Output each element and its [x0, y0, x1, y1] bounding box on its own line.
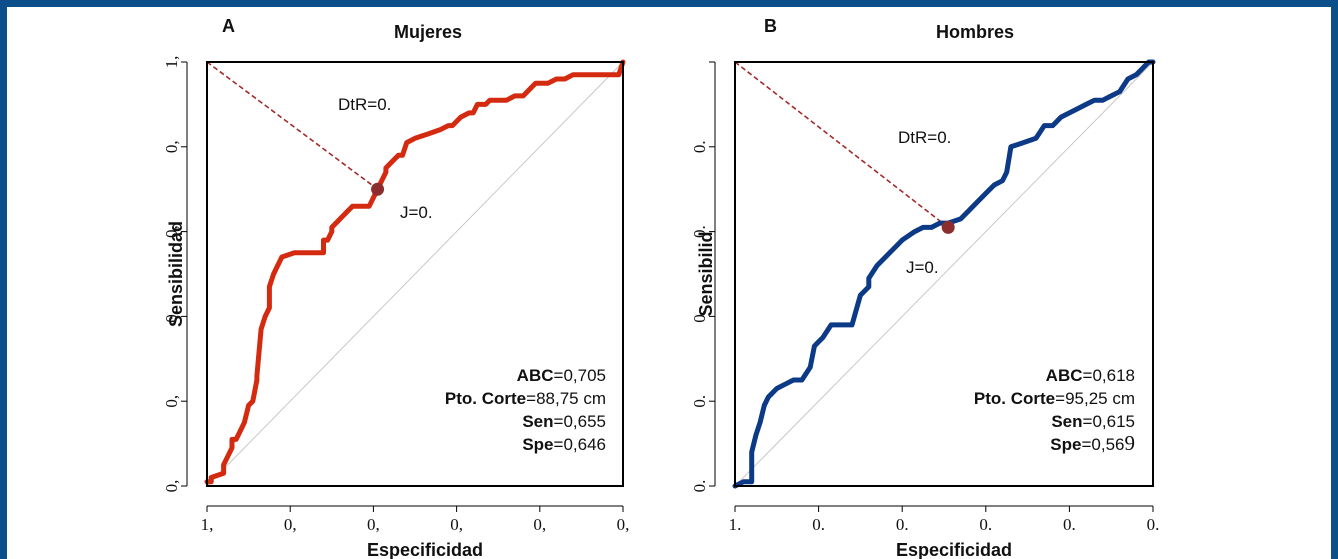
chart-title: Hombres — [936, 22, 1014, 42]
dtr-annotation: DtR=0. — [338, 95, 391, 114]
chance-diagonal — [206, 61, 624, 487]
optimal-cutoff-point — [941, 220, 955, 234]
stat-key: ABC — [1046, 366, 1083, 385]
y-axis-title: Sensibilidad — [166, 221, 186, 327]
dtr-annotation: DtR=0. — [898, 128, 951, 147]
stat-value: =95,25 cm — [1055, 389, 1135, 408]
stat-sen: Sen=0,655 — [522, 412, 606, 431]
y-tick-label: 0. — [690, 310, 709, 323]
right-frame-bar — [1331, 0, 1338, 559]
stat-pto-corte: Pto. Corte=95,25 cm — [974, 389, 1135, 408]
stat-key: Spe — [1050, 435, 1081, 454]
stat-value: =88,75 cm — [526, 389, 606, 408]
stat-value-suffix: 9 — [1125, 431, 1136, 455]
plot-frame — [206, 61, 624, 487]
x-tick-label: 0. — [979, 515, 992, 534]
panel-letter: B — [764, 16, 777, 36]
stat-value: =0,618 — [1083, 366, 1135, 385]
stat-abc: ABC=0,618 — [1046, 366, 1135, 385]
stat-sen: Sen=0,615 — [1051, 412, 1135, 431]
y-tick-label: 0, — [162, 395, 181, 408]
panel-letter: A — [222, 16, 235, 36]
x-tick-label: 0. — [1063, 515, 1076, 534]
stat-key: ABC — [517, 366, 554, 385]
y-tick-label: 0. — [690, 225, 709, 238]
y-axis-title: Sensibilid — [696, 231, 716, 316]
x-tick-label: 0, — [617, 515, 630, 534]
stat-spe: Spe=0,569 — [1050, 431, 1135, 455]
stat-key: Spe — [522, 435, 553, 454]
y-tick-label: 0, — [162, 310, 181, 323]
y-tick-label: 0. — [690, 140, 709, 153]
stat-value: =0,646 — [554, 435, 606, 454]
optimal-cutoff-point — [371, 182, 385, 196]
stat-spe: Spe=0,646 — [522, 435, 606, 454]
y-tick-label: 0, — [162, 225, 181, 238]
plot-frame — [734, 61, 1154, 487]
youden-j-annotation: J=0. — [906, 258, 939, 277]
y-tick-label: 0. — [690, 480, 709, 493]
dtr-dashed-line — [206, 61, 379, 190]
y-tick-label: 0. — [690, 395, 709, 408]
x-tick-label: 0, — [450, 515, 463, 534]
stat-value: =0,705 — [554, 366, 606, 385]
stat-key: Sen — [522, 412, 553, 431]
y-tick-label: 0, — [162, 140, 181, 153]
chance-diagonal — [734, 61, 1154, 487]
x-tick-label: 0. — [812, 515, 825, 534]
x-axis-title: Especificidad — [896, 540, 1012, 559]
x-tick-label: 1, — [201, 515, 214, 534]
stat-value: =0,56 — [1081, 435, 1124, 454]
y-tick-label: 0, — [162, 480, 181, 493]
x-tick-label: 1. — [729, 515, 742, 534]
x-tick-label: 0, — [533, 515, 546, 534]
stat-value: =0,655 — [554, 412, 606, 431]
x-tick-label: 0. — [896, 515, 909, 534]
stat-key: Sen — [1051, 412, 1082, 431]
roc-panel-a: A Mujeres 1, 0, 0, 0, 0, 0, 0, 0, 0, 0, 0, 1, Especifi… — [162, 16, 629, 559]
stat-key: Pto. Corte — [974, 389, 1055, 408]
x-axis-title: Especificidad — [367, 540, 483, 559]
youden-j-annotation: J=0. — [400, 203, 433, 222]
stat-value: =0,615 — [1083, 412, 1135, 431]
stat-pto-corte: Pto. Corte=88,75 cm — [445, 389, 606, 408]
roc-curve — [732, 59, 1156, 489]
y-tick-label: 1, — [162, 56, 181, 69]
top-frame-bar — [0, 0, 1338, 7]
x-tick-label: 0, — [367, 515, 380, 534]
dtr-dashed-line — [734, 61, 949, 228]
chart-title: Mujeres — [394, 22, 462, 42]
x-tick-label: 0. — [1147, 515, 1160, 534]
left-frame-bar — [0, 0, 7, 559]
stat-abc: ABC=0,705 — [517, 366, 606, 385]
roc-panel-b: B Hombres 1. 0. 0. 0. 0. 0. 0. 0. 0. 0. 0. Especifici… — [690, 16, 1159, 559]
stat-key: Pto. Corte — [445, 389, 526, 408]
x-tick-label: 0, — [284, 515, 297, 534]
